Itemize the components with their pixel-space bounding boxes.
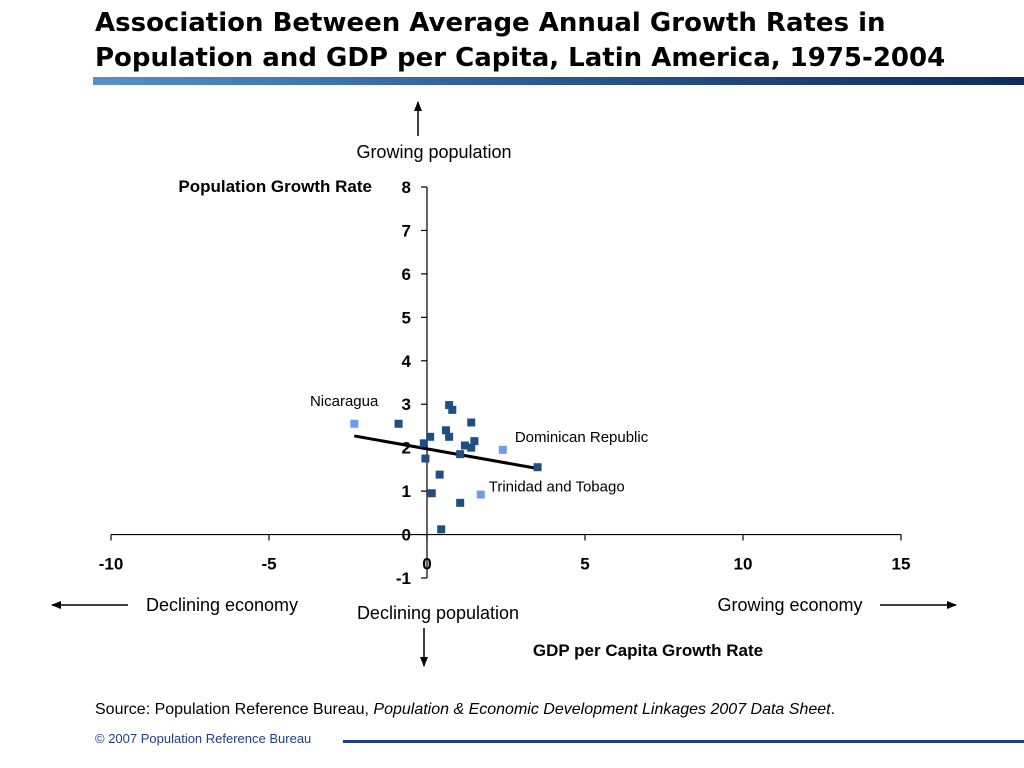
data-point bbox=[533, 463, 542, 472]
source-suffix: . bbox=[830, 701, 836, 718]
x-tick-label: 10 bbox=[734, 555, 753, 574]
data-point bbox=[460, 441, 469, 450]
copyright-note: © 2007 Population Reference Bureau bbox=[95, 731, 312, 746]
data-point bbox=[456, 498, 465, 507]
x-axis-label: GDP per Capita Growth Rate bbox=[533, 641, 763, 660]
source-publication: Population & Economic Development Linkag… bbox=[373, 701, 831, 718]
y-tick-label: 6 bbox=[402, 265, 411, 284]
data-point bbox=[426, 432, 435, 441]
data-point bbox=[421, 454, 430, 463]
data-point bbox=[470, 437, 479, 446]
source-prefix: Source: Population Reference Bureau, bbox=[95, 701, 369, 718]
data-point bbox=[456, 450, 465, 459]
data-point bbox=[419, 439, 428, 448]
point-label: Nicaragua bbox=[310, 393, 379, 410]
source-note: Source: Population Reference Bureau, Pop… bbox=[95, 701, 835, 719]
x-tick-label: 15 bbox=[892, 555, 911, 574]
declining-population-label: Declining population bbox=[357, 603, 519, 623]
footer-rule bbox=[343, 740, 1024, 743]
data-point bbox=[467, 418, 476, 427]
axes-group bbox=[111, 187, 901, 578]
data-point bbox=[394, 419, 403, 428]
y-tick-label: 4 bbox=[402, 352, 412, 371]
data-point bbox=[441, 426, 450, 435]
data-point bbox=[445, 401, 454, 410]
y-tick-label: 3 bbox=[402, 395, 411, 414]
title-underline-bar bbox=[93, 77, 1024, 85]
x-tick-label: 5 bbox=[580, 555, 589, 574]
page-title: Association Between Average Annual Growt… bbox=[95, 8, 946, 73]
x-tick-label: -10 bbox=[99, 555, 124, 574]
y-tick-label: 2 bbox=[402, 439, 411, 458]
data-point bbox=[437, 525, 446, 534]
highlighted-data-point bbox=[476, 490, 485, 499]
y-tick-label: 5 bbox=[402, 308, 411, 327]
points-group bbox=[350, 401, 542, 534]
y-tick-label: 1 bbox=[402, 482, 411, 501]
data-point bbox=[427, 489, 436, 498]
declining-economy-label: Declining economy bbox=[146, 595, 298, 615]
y-tick-label: 8 bbox=[402, 178, 411, 197]
growing-economy-label: Growing economy bbox=[717, 595, 862, 615]
data-point bbox=[467, 443, 476, 452]
highlighted-data-point bbox=[498, 445, 507, 454]
trendline-group bbox=[354, 434, 538, 470]
y-tick-label: 7 bbox=[402, 221, 411, 240]
x-tick-label: 0 bbox=[422, 555, 431, 574]
trend-line bbox=[354, 434, 538, 470]
y-axis-label: Population Growth Rate bbox=[178, 177, 372, 196]
point-label: Trinidad and Tobago bbox=[489, 479, 625, 496]
data-point bbox=[435, 470, 444, 479]
data-point bbox=[445, 432, 454, 441]
y-tick-label: -1 bbox=[396, 569, 411, 588]
growing-population-label: Growing population bbox=[356, 142, 511, 162]
point-label: Dominican Republic bbox=[515, 429, 649, 446]
point-labels-group: Nicaragua Dominican Republic Trinidad and … bbox=[310, 393, 649, 496]
data-point bbox=[448, 405, 457, 414]
highlighted-data-point bbox=[350, 419, 359, 428]
y-tick-label: 0 bbox=[402, 526, 411, 545]
x-tick-label: -5 bbox=[261, 555, 276, 574]
